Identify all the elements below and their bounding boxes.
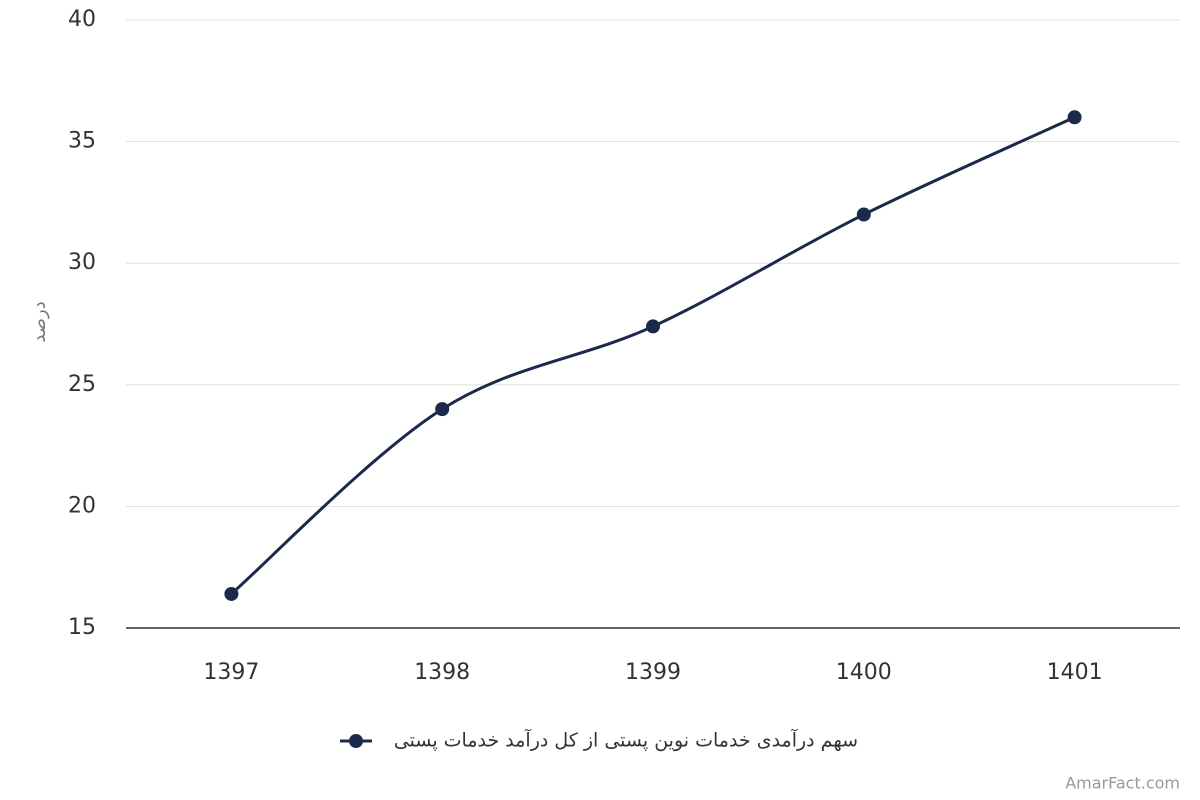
x-tick-label: 1398 bbox=[414, 660, 470, 685]
y-tick-label: 20 bbox=[68, 493, 96, 518]
x-tick-label: 1399 bbox=[625, 660, 681, 685]
x-tick-label: 1397 bbox=[203, 660, 259, 685]
point bbox=[1067, 110, 1082, 125]
point bbox=[224, 586, 239, 601]
y-tick-label: 15 bbox=[68, 615, 96, 640]
y-tick-label: 40 bbox=[68, 7, 96, 32]
point bbox=[435, 402, 450, 417]
x-tick-label: 1401 bbox=[1047, 660, 1103, 685]
legend-label: سهم درآمدی خدمات نوین پستی از کل درآمد خ… bbox=[394, 728, 858, 752]
y-axis-label: درصد bbox=[29, 301, 50, 342]
legend-marker bbox=[349, 734, 363, 748]
y-tick-label: 30 bbox=[68, 250, 96, 275]
line bbox=[230, 115, 1076, 596]
y-tick-label: 35 bbox=[68, 129, 96, 154]
credit: AmarFact.com bbox=[1065, 774, 1180, 793]
point bbox=[856, 207, 871, 222]
y-tick-label: 25 bbox=[68, 372, 96, 397]
point bbox=[646, 319, 660, 334]
x-tick-label: 1400 bbox=[836, 660, 892, 685]
